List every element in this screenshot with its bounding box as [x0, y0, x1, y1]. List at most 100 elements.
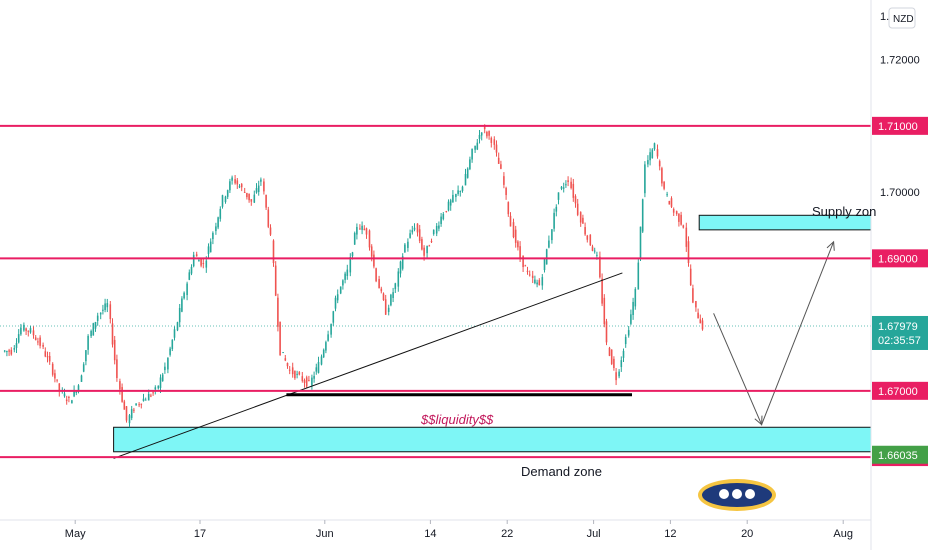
level-price-label: 1.67000 — [878, 386, 918, 398]
candle-body — [308, 379, 310, 381]
candle-body — [311, 377, 313, 386]
price-axis[interactable]: 1.72000 1.70000 1.71000 1.69000 1.67000 1.660… — [872, 55, 928, 467]
demand-zone-box[interactable] — [113, 426, 872, 453]
candle-body — [51, 363, 54, 375]
candle-body — [234, 179, 236, 184]
candle-body — [618, 371, 620, 377]
candle-body — [334, 297, 337, 309]
candle-body — [202, 263, 205, 265]
candle-body — [181, 298, 183, 312]
candle-body — [536, 282, 538, 285]
currency-badge[interactable]: NZD — [888, 7, 916, 29]
time-tick-label: 14 — [424, 528, 436, 540]
candle-body — [445, 211, 448, 213]
candle-body — [368, 230, 371, 248]
candle-body — [73, 389, 75, 397]
candle-body — [438, 225, 440, 229]
candle-body — [605, 321, 608, 343]
candle-body — [543, 259, 546, 271]
candle-body — [567, 180, 569, 182]
candle-body — [534, 279, 536, 284]
candle-body — [517, 241, 519, 248]
candle-body — [138, 404, 140, 406]
candle-body — [397, 271, 400, 287]
candle-body — [418, 229, 421, 241]
candle-body — [461, 186, 464, 191]
tradingview-logo[interactable] — [698, 479, 776, 511]
candle-body — [692, 288, 694, 303]
candle-body — [13, 348, 16, 350]
candle-body — [483, 126, 486, 130]
candle-body — [176, 322, 179, 331]
candle-body — [183, 292, 185, 299]
candle-body — [226, 190, 229, 197]
candle-body — [46, 356, 49, 358]
candle-body — [260, 179, 262, 182]
candle-body — [555, 206, 558, 212]
trendline[interactable] — [113, 272, 623, 459]
time-tick-label: Jul — [587, 528, 601, 540]
countdown-label: 02:35:57 — [878, 335, 921, 347]
candle-body — [15, 343, 18, 348]
price-tick-label: 1.70000 — [880, 187, 920, 199]
candle-body — [219, 208, 222, 219]
candle-body — [167, 357, 169, 370]
candle-body — [469, 159, 471, 170]
candle-body — [23, 324, 25, 331]
candle-body — [207, 246, 210, 254]
time-axis[interactable]: May 17 Jun 14 22 Jul 12 20 Aug — [65, 520, 853, 540]
candle-body — [82, 364, 85, 372]
candle-body — [512, 222, 515, 238]
candle-body — [624, 336, 627, 345]
candle-body — [682, 225, 685, 228]
candle-body — [615, 372, 617, 381]
candle-body — [294, 370, 296, 379]
candle-body — [272, 240, 275, 264]
candle-body — [423, 247, 425, 256]
candle-body — [92, 323, 95, 336]
candle-body — [282, 352, 284, 354]
candle-body — [8, 350, 10, 352]
candle-body — [541, 277, 544, 286]
candle-body — [426, 245, 428, 254]
candle-body — [557, 192, 560, 200]
candle-body — [99, 312, 102, 315]
candle-body — [130, 409, 133, 419]
candle-body — [572, 183, 575, 198]
candle-body — [490, 137, 493, 143]
candle-body — [613, 358, 615, 369]
candle-body — [576, 203, 579, 215]
candle-body — [471, 148, 473, 160]
candle-body — [327, 334, 329, 341]
candle-body — [217, 217, 219, 228]
candle-body — [42, 344, 44, 347]
candle-body — [620, 360, 623, 368]
candle-body — [663, 181, 665, 189]
candle-body — [678, 213, 680, 222]
candle-body — [457, 190, 459, 194]
candle-body — [305, 377, 308, 387]
candle-body — [240, 184, 243, 188]
candle-body — [365, 228, 368, 235]
liquidity-label: $$liquidity$$ — [420, 412, 494, 427]
candle-body — [503, 176, 505, 185]
candle-body — [25, 328, 27, 331]
candle-body — [63, 393, 66, 397]
candle-body — [478, 135, 481, 139]
candle-body — [200, 259, 202, 266]
candle-body — [378, 279, 380, 289]
candle-body — [109, 304, 112, 320]
candle-body — [553, 212, 555, 229]
candle-body — [17, 334, 20, 343]
candle-body — [128, 415, 131, 424]
candle-body — [152, 392, 154, 394]
candle-body — [370, 246, 373, 257]
candle-body — [32, 330, 35, 336]
candle-body — [353, 232, 356, 245]
candle-body — [432, 229, 435, 235]
candle-body — [589, 234, 592, 246]
candle-body — [296, 373, 298, 375]
candle-body — [373, 254, 375, 267]
candle-body — [603, 297, 606, 325]
